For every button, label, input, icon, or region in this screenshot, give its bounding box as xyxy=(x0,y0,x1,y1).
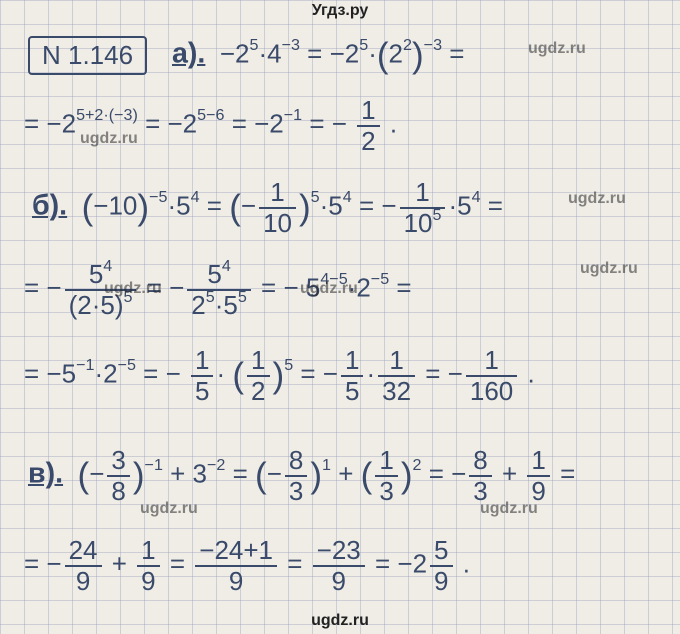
problem-number: N 1.146 xyxy=(42,40,133,70)
part-a-line1: а). −25·4−3 = −25·(22)−3 = xyxy=(172,38,464,73)
site-footer: ugdz.ru xyxy=(0,612,680,630)
part-a-line2: = −25+2·(−3) = −25−6 = −2−1 = − 12 . xyxy=(24,96,397,155)
part-c-line2: = −249 + 19 = −24+19 = −239 = −259 . xyxy=(24,536,470,595)
site-header: Угдз.ру xyxy=(0,2,680,20)
part-b-line1: б). (−10)−5·54 = (−110)5·54 = −1105·54 = xyxy=(32,178,503,237)
part-a-label: а). xyxy=(172,37,205,69)
part-c-label: в). xyxy=(28,457,63,489)
problem-number-box: N 1.146 xyxy=(28,36,147,75)
part-b-label: б). xyxy=(32,189,67,221)
part-b-line3: = −5−1·2−5 = − 15· (12)5 = −15·132 = −11… xyxy=(24,346,535,405)
handwritten-content: N 1.146 а). −25·4−3 = −25·(22)−3 = = −25… xyxy=(0,0,680,634)
part-c-line1: в). (−38)−1 + 3−2 = (−83)1 + (13)2 = −83… xyxy=(28,446,575,505)
part-b-line2: = −54(2·5)5 = −5425·55 = − 54−5·2−5 = xyxy=(24,260,412,319)
